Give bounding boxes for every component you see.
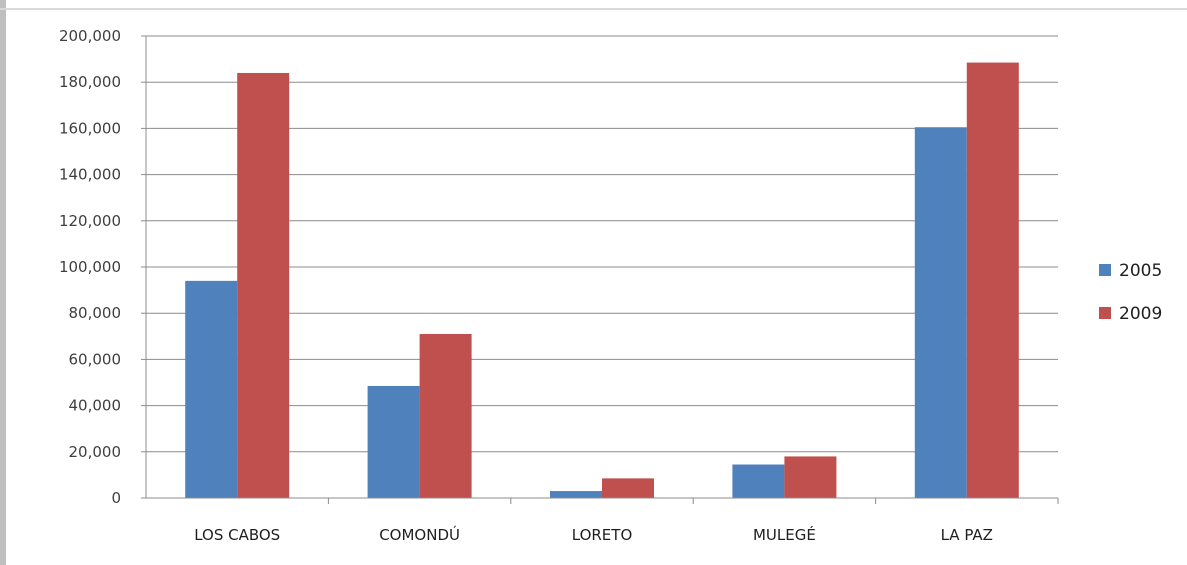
bar-2009-mulegé [784, 456, 837, 498]
y-tick-label: 100,000 [59, 258, 121, 276]
bar-2009-loreto [602, 478, 654, 498]
y-tick-label: 200,000 [59, 27, 121, 45]
bar-2005-mulegé [732, 464, 785, 498]
y-tick-label: 20,000 [69, 443, 122, 461]
bar-2005-la-paz [914, 127, 967, 499]
frame-left-border [0, 0, 6, 565]
category-label: LORETO [572, 526, 633, 544]
axes [145, 36, 1059, 504]
y-tick-label: 140,000 [59, 166, 121, 184]
bar-2009-comondú [419, 333, 472, 498]
category-label: LA PAZ [941, 526, 993, 544]
bars [185, 62, 1019, 499]
y-tick-label: 160,000 [59, 119, 121, 137]
bar-2005-loreto [550, 491, 602, 498]
y-tick-labels: 0 20,000 40,000 60,000 80,000 100,000 120,000 1… [59, 27, 121, 507]
bar-2005-los-cabos [185, 280, 238, 498]
legend-label-2005: 2005 [1119, 261, 1162, 281]
legend-swatch-2009 [1099, 307, 1111, 319]
bar-2009-la-paz [966, 62, 1019, 498]
y-tick-label: 60,000 [69, 350, 122, 368]
category-label: MULEGÉ [753, 525, 816, 544]
y-tick-label: 120,000 [59, 212, 121, 230]
bar-2009-los-cabos [237, 72, 290, 499]
legend: 2005 2009 [1099, 261, 1162, 324]
bar-2005-comondú [367, 385, 420, 498]
y-tick-label: 180,000 [59, 73, 121, 91]
category-labels: LOS CABOS COMONDÚ LORETO MULEGÉ LA PAZ [194, 525, 993, 544]
legend-label-2009: 2009 [1119, 304, 1162, 324]
y-tick-label: 80,000 [69, 304, 122, 322]
category-label: COMONDÚ [379, 525, 460, 544]
y-tick-label: 0 [111, 489, 121, 507]
legend-swatch-2005 [1099, 264, 1111, 276]
frame-top-border [0, 8, 1187, 10]
category-label: LOS CABOS [194, 526, 280, 544]
y-tick-label: 40,000 [69, 397, 122, 415]
gridlines [141, 35, 1058, 499]
